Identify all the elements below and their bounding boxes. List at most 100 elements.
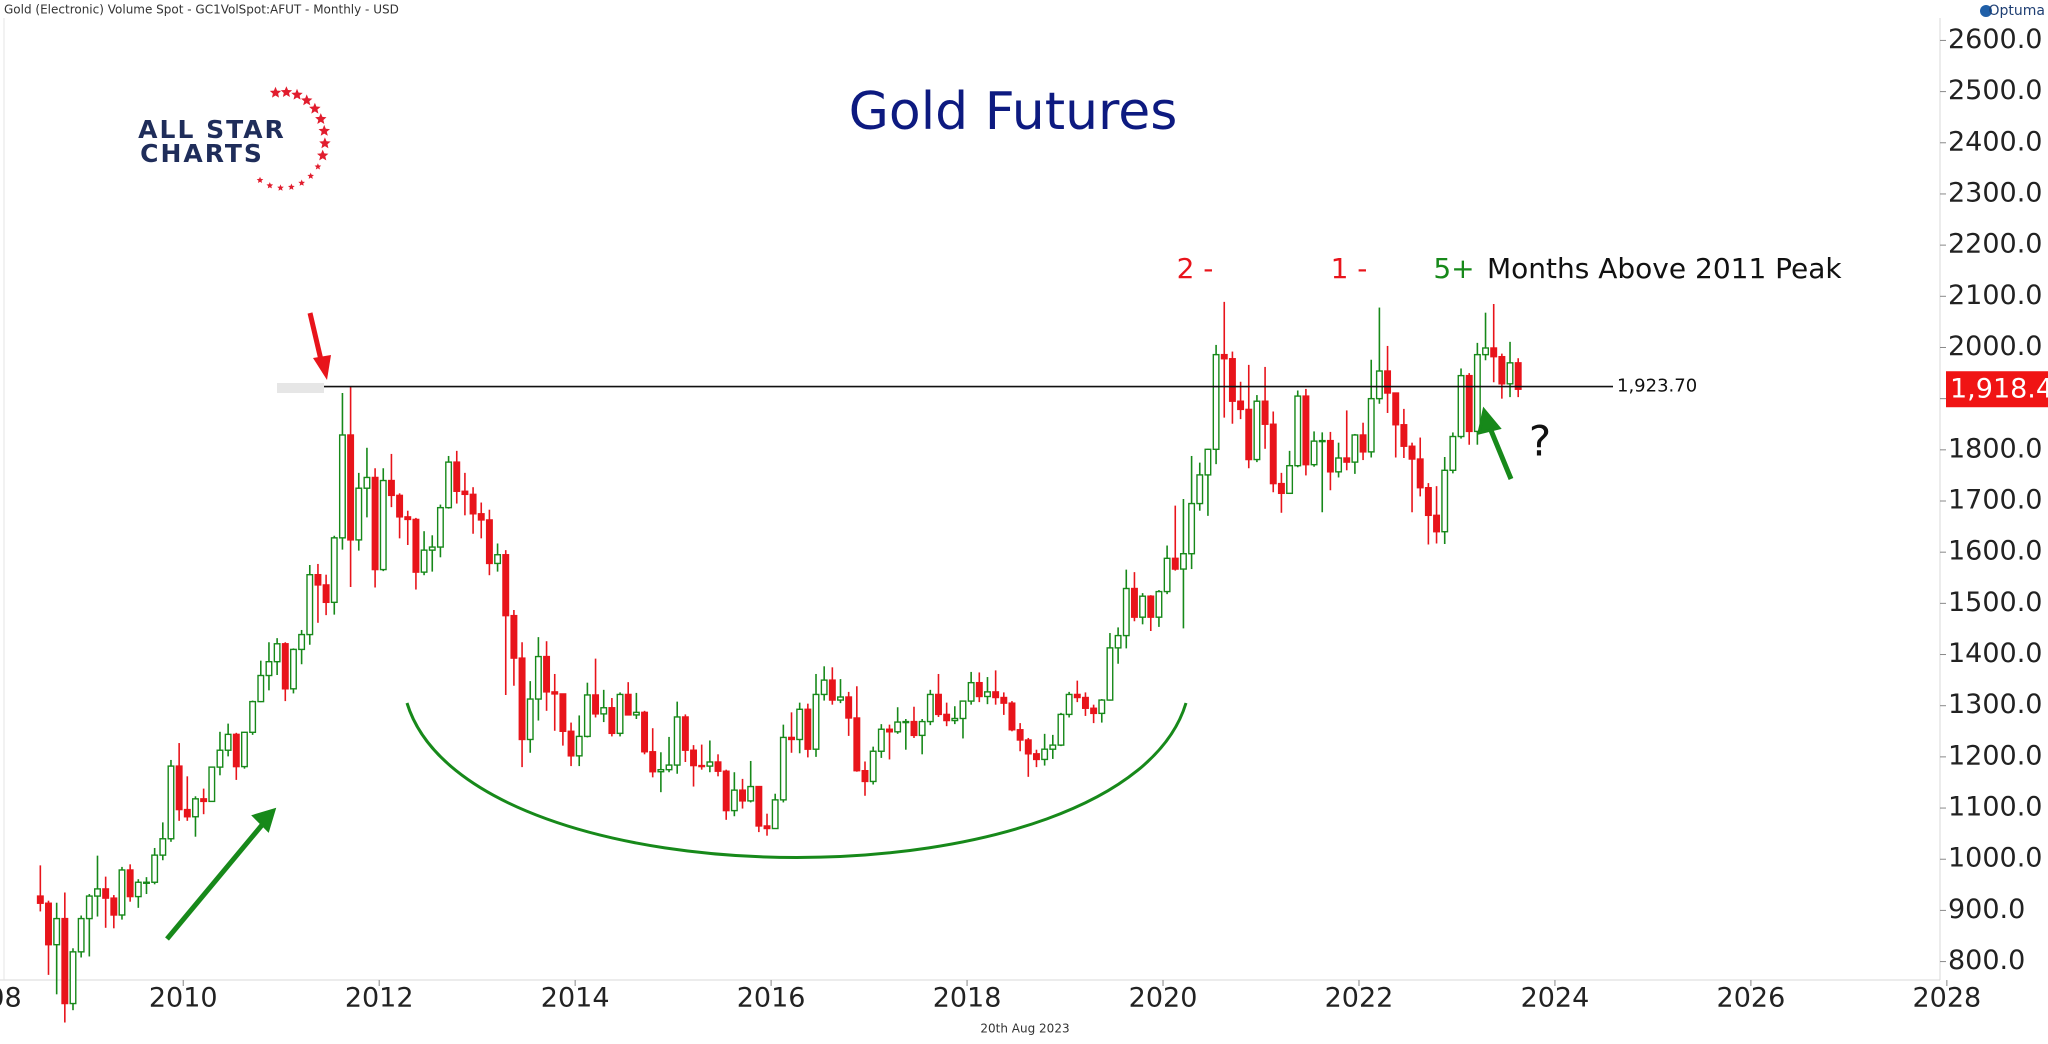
candle-body bbox=[755, 785, 763, 827]
candle-body bbox=[877, 728, 885, 752]
last-price-label: 1,918.4 bbox=[1950, 374, 2048, 405]
highlight bbox=[277, 383, 324, 393]
candle-body bbox=[240, 731, 248, 768]
candle-body bbox=[1490, 347, 1498, 358]
candle-body bbox=[298, 633, 306, 651]
y-tick-label: 2300.0 bbox=[1948, 177, 2042, 208]
candle-body bbox=[200, 798, 208, 803]
candle-body bbox=[1318, 439, 1326, 443]
candle-body bbox=[110, 897, 118, 916]
y-tick-label: 1000.0 bbox=[1948, 843, 2042, 874]
candle-body bbox=[1016, 729, 1024, 741]
candle-body bbox=[1114, 634, 1122, 649]
candle-body bbox=[1245, 408, 1253, 461]
brand-icon bbox=[1980, 5, 1992, 17]
candle-body bbox=[1081, 696, 1089, 709]
candle-body bbox=[518, 657, 526, 741]
candle-body bbox=[1008, 702, 1016, 731]
candle-body bbox=[1179, 553, 1187, 570]
logo-star bbox=[317, 149, 329, 161]
logo-stars bbox=[256, 86, 331, 191]
candle-body bbox=[420, 549, 428, 573]
candle-body bbox=[1122, 587, 1130, 637]
candle-body bbox=[273, 643, 281, 663]
candle-body bbox=[739, 789, 746, 802]
logo-star bbox=[277, 184, 284, 191]
candle-body bbox=[1041, 748, 1049, 761]
candle-body bbox=[1384, 370, 1392, 394]
candle-body bbox=[730, 789, 738, 812]
candle-body bbox=[36, 895, 44, 904]
candle-body bbox=[722, 770, 730, 812]
candle-body bbox=[951, 717, 959, 722]
candle-body bbox=[371, 476, 379, 571]
candle-body bbox=[657, 768, 665, 773]
logo-star bbox=[269, 86, 282, 98]
logo-star bbox=[298, 179, 305, 186]
candle-body bbox=[861, 769, 869, 783]
candle-body bbox=[1139, 595, 1147, 618]
candle-body bbox=[159, 838, 167, 856]
logo-star bbox=[319, 137, 331, 149]
candle-body bbox=[1310, 440, 1318, 466]
candle-body bbox=[983, 691, 991, 698]
candle-body bbox=[1473, 353, 1481, 433]
candle-body bbox=[126, 869, 134, 898]
candle-body bbox=[445, 461, 453, 509]
candle-body bbox=[992, 691, 1000, 699]
candle-body bbox=[837, 696, 844, 701]
y-tick-label: 1800.0 bbox=[1948, 433, 2042, 464]
candle-body bbox=[1237, 400, 1245, 411]
candle-body bbox=[624, 693, 632, 716]
footer-date: 20th Aug 2023 bbox=[980, 1022, 1069, 1036]
candle-body bbox=[804, 708, 812, 750]
candle-body bbox=[1163, 557, 1171, 593]
candle-body bbox=[763, 825, 771, 830]
logo-star bbox=[318, 124, 330, 136]
x-tick-label: 2028 bbox=[1912, 983, 1981, 1014]
candle-body bbox=[820, 679, 828, 696]
candle-body bbox=[1073, 693, 1081, 699]
candle-body bbox=[461, 490, 469, 496]
y-tick-label: 800.0 bbox=[1948, 945, 2025, 976]
candle-body bbox=[910, 720, 918, 737]
candle-body bbox=[1424, 486, 1432, 517]
candle-body bbox=[551, 691, 559, 695]
candle-body bbox=[1000, 696, 1008, 704]
candle-body bbox=[436, 506, 444, 548]
candle-body bbox=[257, 674, 265, 703]
candle-body bbox=[485, 519, 493, 565]
candle-body bbox=[1098, 699, 1106, 715]
candle-body bbox=[1171, 557, 1179, 570]
candle-body bbox=[1482, 347, 1490, 356]
y-tick-label: 1200.0 bbox=[1948, 740, 2042, 771]
arrow bbox=[165, 807, 277, 941]
candle-body bbox=[1204, 448, 1212, 476]
candle-body bbox=[1343, 457, 1351, 463]
candle-body bbox=[894, 721, 902, 733]
candle-body bbox=[959, 700, 967, 720]
logo-star bbox=[288, 183, 295, 190]
cup-arc bbox=[405, 702, 1188, 859]
candle-body bbox=[281, 643, 289, 690]
candle-body bbox=[1392, 392, 1400, 426]
candle-body bbox=[330, 537, 338, 604]
candle-body bbox=[975, 681, 983, 698]
y-tick-label: 2600.0 bbox=[1948, 24, 2042, 55]
y-tick-label: 2500.0 bbox=[1948, 75, 2042, 106]
logo-star bbox=[307, 172, 314, 179]
candle-body bbox=[747, 785, 755, 802]
candle-body bbox=[355, 487, 363, 541]
candle-body bbox=[869, 750, 877, 783]
candle-body bbox=[698, 764, 706, 768]
candle-body bbox=[1090, 707, 1098, 715]
candle-body bbox=[1147, 595, 1155, 618]
candle-body bbox=[314, 573, 322, 586]
x-tick-label: 2014 bbox=[541, 983, 610, 1014]
candle-body bbox=[477, 513, 485, 521]
candle-body bbox=[45, 902, 52, 946]
y-tick-label: 1600.0 bbox=[1948, 536, 2042, 567]
